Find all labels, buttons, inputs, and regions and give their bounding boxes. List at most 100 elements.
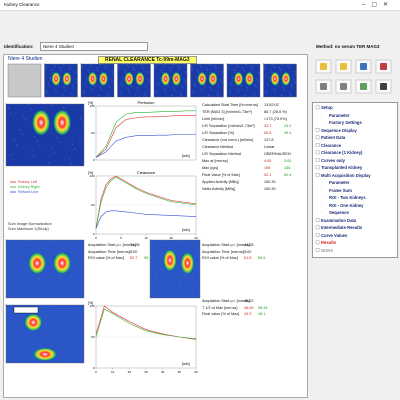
tree-item[interactable]: Patient Data — [321, 135, 346, 140]
noise — [90, 65, 93, 68]
noise — [238, 90, 240, 93]
tree-item[interactable]: NORA — [321, 247, 334, 253]
series-line — [95, 176, 197, 229]
noise — [164, 88, 166, 91]
noise — [76, 332, 79, 334]
tree-item[interactable]: ROI - Two Kidneys — [329, 195, 366, 200]
tree-checkbox — [315, 143, 320, 147]
tree-item[interactable]: Curve Values — [321, 232, 348, 238]
noise — [51, 280, 53, 282]
noise — [128, 90, 131, 93]
noise — [7, 308, 10, 310]
y-tick-label: 0 — [93, 366, 95, 370]
x-tick-label: 40 — [161, 370, 165, 374]
tree-item[interactable]: Intermediate Results — [321, 225, 363, 230]
noise — [155, 90, 158, 93]
noise — [169, 67, 171, 69]
noise — [116, 63, 119, 65]
noise — [161, 71, 164, 74]
tree-item[interactable]: Clearance — [321, 142, 342, 148]
tree-item[interactable]: Factory Settings — [329, 120, 362, 125]
tree-item[interactable]: Clearance (1 Kidney) — [321, 150, 363, 155]
noise — [71, 84, 74, 87]
noise — [253, 94, 256, 97]
kidney-blob — [180, 251, 195, 275]
tree-item[interactable]: Setup — [321, 105, 333, 110]
tree-item[interactable]: Parameter — [329, 112, 350, 118]
noise — [264, 67, 267, 70]
y-axis-label: [%] — [88, 171, 93, 175]
tree-item[interactable]: Examination Data — [321, 217, 357, 223]
result-label: Applied Activity [MBq] — [202, 180, 239, 184]
noise — [16, 277, 18, 280]
noise — [109, 86, 111, 89]
noise — [41, 329, 44, 331]
noise — [163, 239, 166, 242]
tree-item[interactable]: Sequence Display — [321, 127, 357, 133]
acquisition-value: 43.3 — [244, 312, 252, 316]
noise — [60, 69, 63, 72]
noise — [165, 90, 167, 93]
tree-item[interactable]: Frame Sum — [329, 187, 352, 193]
noise — [228, 90, 231, 93]
noise — [230, 84, 233, 87]
identification-dropdown[interactable]: Niere 4 Studien — [40, 42, 148, 51]
series-line — [95, 308, 197, 340]
noise — [237, 88, 239, 91]
result-label: Calculated Start Time [hh:mm:ss] — [202, 103, 258, 107]
noise — [185, 73, 188, 76]
tree-item[interactable]: Sequence — [329, 210, 349, 215]
noise — [79, 271, 81, 273]
noise — [233, 69, 236, 71]
noise — [183, 79, 186, 81]
identification-label: Identification: — [4, 44, 34, 49]
noise — [163, 65, 166, 68]
noise — [65, 246, 67, 249]
noise — [104, 65, 107, 67]
tree-item[interactable]: Multi Acquisition Display — [321, 172, 371, 178]
noise — [105, 67, 108, 70]
noise — [158, 263, 160, 266]
banner: RENAL CLEARANCE Tc-99m-MAG3 — [98, 56, 197, 64]
noise — [156, 92, 159, 95]
noise — [270, 71, 273, 74]
noise — [209, 86, 211, 89]
noise — [207, 94, 210, 97]
toolbar-icon — [380, 63, 387, 70]
noise — [112, 73, 115, 76]
noise — [59, 141, 61, 143]
noise — [121, 84, 123, 87]
tree-item[interactable]: Results — [321, 240, 337, 245]
noise — [173, 88, 176, 91]
noise — [162, 63, 165, 66]
method-label: Method: no serum TER MAG3 — [316, 44, 380, 49]
noise — [280, 94, 283, 97]
noise — [30, 108, 32, 110]
noise — [38, 278, 41, 280]
noise — [44, 250, 47, 252]
result-label: Limit [ml/min] — [202, 117, 225, 121]
noise — [124, 71, 127, 74]
noise — [217, 84, 220, 87]
result-label: Clearance Method — [202, 145, 234, 149]
acquisition-label: ROI value [% of Max] — [88, 256, 124, 260]
noise — [57, 85, 60, 87]
tree-item[interactable]: Parameter — [329, 180, 350, 185]
acquisition-value: 48.1 — [258, 312, 266, 316]
noise — [199, 63, 201, 66]
noise — [189, 290, 192, 293]
noise — [148, 81, 150, 83]
noise — [250, 65, 253, 67]
noise — [120, 92, 122, 95]
noise — [193, 92, 195, 95]
tree-item[interactable]: Transplanted Kidney — [321, 165, 363, 170]
noise — [242, 67, 244, 69]
acquisition-value: 46:26 — [244, 305, 254, 310]
window-controls[interactable]: –▢✕ — [362, 2, 395, 8]
noise — [63, 86, 65, 89]
tree-item[interactable]: Curves only — [321, 157, 345, 163]
kidney-blob — [208, 71, 218, 87]
noise — [53, 151, 56, 154]
tree-item[interactable]: ROI - One Kidney — [329, 202, 364, 208]
noise — [141, 65, 143, 67]
